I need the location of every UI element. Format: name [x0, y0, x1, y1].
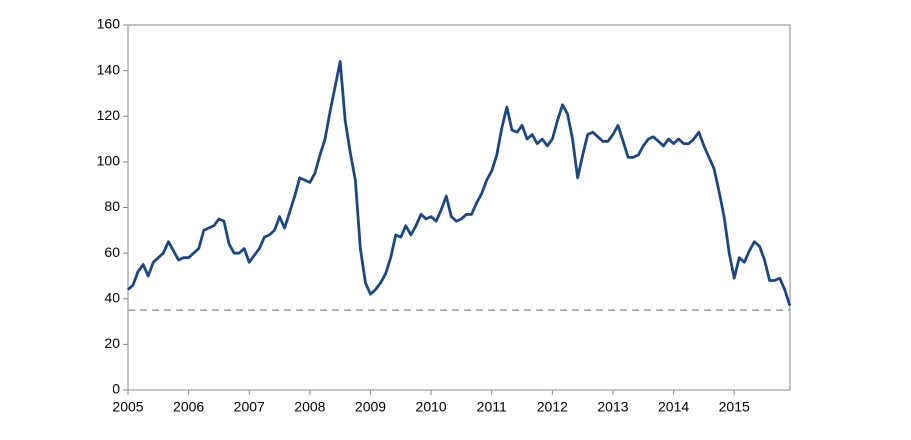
line-series [127, 60, 792, 307]
y-tick-label: 40 [104, 289, 120, 305]
x-tick-label: 2011 [477, 399, 507, 415]
x-tick-label: 2007 [234, 399, 265, 415]
x-tick-label: 2010 [416, 399, 447, 415]
x-tick-label: 2012 [537, 399, 568, 415]
y-tick-label: 160 [97, 16, 121, 32]
y-tick-label: 120 [97, 107, 121, 123]
x-tick-label: 2008 [294, 399, 325, 415]
y-tick-label: 0 [112, 381, 120, 397]
x-tick-label: 2006 [173, 399, 204, 415]
x-tick-label: 2015 [719, 399, 750, 415]
plot-frame [127, 24, 791, 391]
x-tick-label: 2009 [355, 399, 386, 415]
y-tick-label: 60 [104, 244, 120, 260]
x-tick-label: 2014 [658, 399, 689, 415]
y-tick-label: 140 [97, 61, 121, 77]
x-tick-label: 2013 [597, 399, 628, 415]
y-tick-label: 100 [97, 153, 121, 169]
y-tick-label: 20 [104, 335, 120, 351]
x-tick-label: 2005 [112, 399, 143, 415]
y-tick-label: 80 [104, 198, 120, 214]
